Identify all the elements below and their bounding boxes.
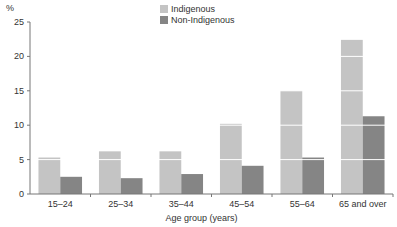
bar	[302, 158, 324, 194]
bar	[60, 177, 82, 194]
legend-swatch	[160, 5, 168, 13]
grid-line	[30, 125, 393, 126]
bar	[363, 116, 385, 194]
y-tick-label: 0	[19, 189, 24, 199]
x-tick	[393, 194, 394, 197]
bar	[220, 124, 242, 194]
bar	[341, 40, 363, 194]
y-tick-label: 10	[14, 120, 24, 130]
chart: % 0 5 10 15 20 25 15–24 25–34 35–44 45–54 55–64 65 a…	[0, 0, 397, 227]
y-tick-label: 15	[14, 86, 24, 96]
legend-swatch	[160, 16, 168, 24]
bars	[30, 22, 393, 194]
x-tick	[211, 194, 212, 197]
bar	[99, 151, 121, 194]
x-tick	[90, 194, 91, 197]
y-tick-label: 5	[19, 155, 24, 165]
bar	[121, 178, 143, 194]
y-tick-label: 20	[14, 51, 24, 61]
bar	[38, 158, 60, 194]
y-label: %	[6, 3, 14, 13]
y-tick-label: 25	[14, 17, 24, 27]
x-tick-label: 35–44	[169, 199, 194, 209]
legend-label: Non-Indigenous	[171, 15, 235, 25]
x-label: Age group (years)	[165, 213, 237, 223]
x-tick-label: 55–64	[290, 199, 315, 209]
bar	[159, 151, 181, 194]
x-tick-label: 15–24	[48, 199, 73, 209]
x-tick-label: 65 and over	[339, 199, 387, 209]
y-axis	[30, 22, 31, 194]
bar	[181, 174, 203, 194]
bar	[242, 166, 264, 194]
grid-line	[30, 90, 393, 91]
bar	[280, 91, 302, 194]
legend-label: Indigenous	[171, 4, 216, 14]
x-tick	[151, 194, 152, 197]
x-tick-label: 45–54	[229, 199, 254, 209]
x-tick-label: 25–34	[108, 199, 133, 209]
x-tick	[332, 194, 333, 197]
grid-line	[30, 56, 393, 57]
x-tick	[272, 194, 273, 197]
grid-line	[30, 159, 393, 160]
